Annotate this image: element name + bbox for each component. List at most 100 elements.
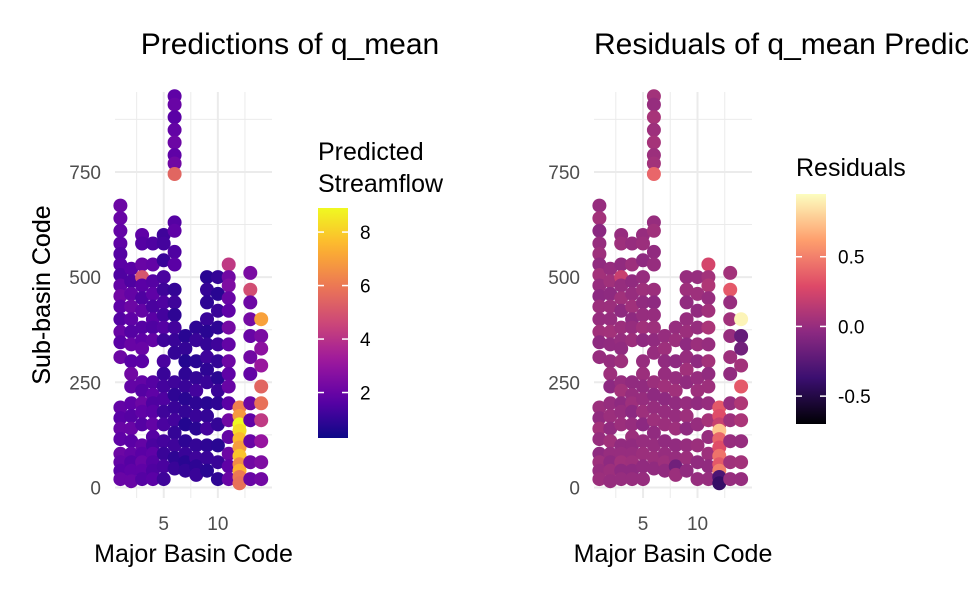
data-point — [701, 257, 716, 272]
data-point — [636, 379, 650, 394]
y-axis-label: Sub-basin Code — [28, 205, 56, 384]
data-point — [603, 409, 618, 423]
data-point — [135, 291, 150, 306]
data-point — [592, 400, 607, 415]
data-point — [221, 430, 236, 444]
data-point — [668, 438, 683, 453]
data-point — [124, 324, 139, 339]
data-point — [221, 366, 236, 381]
data-point — [592, 278, 607, 293]
data-point — [723, 295, 738, 310]
data-point — [167, 257, 182, 272]
x-tick-label: 5 — [638, 514, 649, 535]
data-point — [210, 303, 225, 318]
data-point — [636, 308, 650, 322]
data-point — [668, 333, 683, 348]
data-point — [646, 110, 661, 125]
colorbar — [796, 194, 826, 424]
data-point — [135, 257, 150, 272]
data-point — [625, 375, 640, 390]
data-point — [200, 375, 214, 390]
data-point — [221, 413, 236, 428]
data-point — [646, 295, 661, 310]
data-point — [210, 337, 225, 352]
data-point — [243, 413, 258, 428]
data-point — [657, 404, 672, 419]
data-point — [592, 257, 607, 272]
data-point — [135, 303, 150, 318]
data-point — [603, 286, 618, 301]
data-point — [679, 282, 694, 297]
data-point — [679, 312, 694, 327]
data-point — [701, 396, 716, 411]
data-point — [178, 392, 193, 407]
data-point — [178, 434, 193, 449]
data-point — [156, 270, 171, 285]
data-point — [135, 278, 150, 293]
data-point — [210, 396, 225, 411]
data-point — [701, 430, 716, 444]
data-point — [646, 387, 661, 402]
data-point — [167, 333, 182, 348]
data-point — [254, 379, 269, 394]
data-point — [167, 400, 182, 415]
data-point — [243, 472, 258, 487]
data-point — [221, 472, 236, 487]
data-point — [592, 198, 607, 213]
data-point — [679, 409, 694, 423]
y-tick-label: 250 — [69, 373, 101, 394]
data-point — [690, 320, 705, 335]
data-point — [625, 472, 640, 487]
data-point — [646, 461, 661, 476]
data-point — [723, 312, 738, 327]
data-point — [135, 383, 150, 398]
data-point — [701, 459, 716, 474]
data-point — [657, 434, 672, 449]
data-point — [625, 404, 640, 419]
data-point — [679, 438, 694, 453]
data-point — [636, 320, 650, 335]
data-point — [189, 383, 204, 398]
data-point — [124, 274, 139, 289]
data-point — [625, 286, 640, 301]
data-point — [690, 371, 705, 386]
data-point — [254, 396, 269, 411]
data-point — [679, 270, 694, 285]
data-point — [646, 244, 661, 259]
data-point — [614, 472, 629, 487]
data-point — [200, 270, 214, 285]
data-point — [668, 371, 683, 386]
data-point — [221, 257, 236, 272]
data-point — [592, 312, 607, 327]
data-point — [657, 379, 672, 394]
data-point — [210, 286, 225, 301]
data-point — [200, 463, 214, 478]
data-point — [113, 289, 128, 304]
data-point — [603, 299, 618, 314]
data-point — [135, 236, 150, 251]
data-point — [625, 417, 640, 432]
colorbar-tick-label: 0.0 — [838, 317, 864, 338]
data-point — [156, 366, 171, 381]
data-point — [145, 333, 160, 348]
colorbar-tick-label: 0.5 — [838, 248, 864, 269]
data-point — [636, 354, 650, 369]
data-point — [723, 350, 738, 365]
data-point — [723, 413, 738, 428]
data-point — [603, 337, 618, 352]
legend-title: Predicted — [318, 138, 424, 166]
data-point — [113, 312, 128, 327]
data-point — [113, 247, 128, 261]
data-point — [679, 375, 694, 390]
data-point — [156, 236, 171, 251]
data-point — [167, 375, 182, 390]
data-point — [167, 156, 182, 171]
data-point — [679, 337, 694, 352]
data-point — [636, 446, 650, 461]
data-point — [113, 335, 128, 350]
data-point — [178, 341, 193, 356]
data-point — [178, 417, 193, 432]
data-point — [723, 366, 738, 381]
data-point — [243, 434, 258, 449]
data-point — [124, 396, 139, 411]
